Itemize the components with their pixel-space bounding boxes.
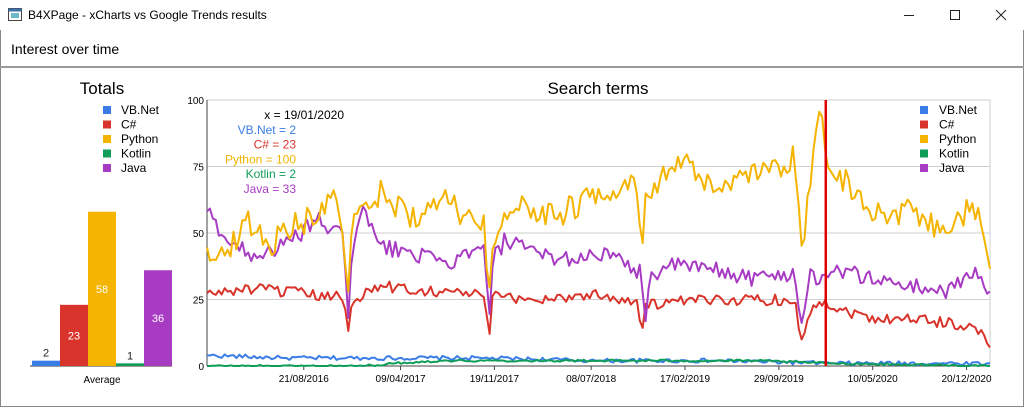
page-title: Interest over time bbox=[11, 41, 120, 57]
maximize-icon bbox=[950, 10, 960, 20]
totals-legend-swatch-vb-net bbox=[103, 106, 111, 114]
series-line-kotlin bbox=[207, 358, 991, 367]
trends-legend-swatch-vb-net bbox=[920, 106, 928, 114]
totals-bar-label-python: 58 bbox=[96, 284, 108, 296]
x-tick-4: 17/02/2019 bbox=[660, 374, 710, 385]
cursor-readout-csharp: C# = 23 bbox=[254, 138, 297, 152]
trends-legend-swatch-java bbox=[920, 164, 928, 172]
page-header: Interest over time bbox=[0, 30, 1024, 68]
totals-legend-swatch-python bbox=[103, 135, 111, 143]
maximize-button[interactable] bbox=[932, 0, 978, 30]
trends-legend-swatch-python bbox=[920, 135, 928, 143]
totals-legend-swatch-kotlin bbox=[103, 149, 111, 158]
close-icon bbox=[995, 9, 1007, 21]
trends-legend-swatch-kotlin bbox=[920, 149, 928, 158]
y-tick-0: 0 bbox=[198, 362, 204, 373]
search-terms-chart: Search terms 0 25 50 75 100 21/08/2016 09/04/20… bbox=[187, 79, 992, 385]
totals-legend-python: Python bbox=[121, 132, 158, 146]
totals-legend-swatch-java bbox=[103, 164, 111, 172]
totals-bar-csharp bbox=[60, 304, 88, 366]
series-line-python bbox=[206, 110, 991, 293]
series-line-java bbox=[206, 205, 991, 324]
minimize-icon bbox=[904, 15, 914, 16]
x-tick-5: 29/09/2019 bbox=[754, 374, 804, 385]
totals-bar-python bbox=[88, 211, 116, 366]
y-tick-100: 100 bbox=[187, 96, 204, 107]
totals-bar-kotlin bbox=[116, 363, 144, 366]
totals-title: Totals bbox=[80, 79, 124, 98]
totals-legend-swatch-csharp bbox=[103, 120, 111, 129]
totals-bar-label-vb-net: 2 bbox=[43, 348, 49, 360]
window-title: B4XPage - xCharts vs Google Trends resul… bbox=[28, 8, 267, 22]
trends-legend-python: Python bbox=[939, 132, 976, 146]
y-tick-50: 50 bbox=[193, 229, 205, 240]
close-button[interactable] bbox=[978, 0, 1024, 30]
trends-title: Search terms bbox=[547, 79, 648, 98]
trends-legend-java: Java bbox=[939, 161, 965, 175]
y-tick-25: 25 bbox=[193, 296, 205, 307]
totals-bar-label-kotlin: 1 bbox=[127, 350, 133, 362]
x-tick-3: 08/07/2018 bbox=[566, 374, 616, 385]
series-line-csharp bbox=[206, 280, 991, 348]
x-tick-1: 09/04/2017 bbox=[376, 374, 426, 385]
totals-bar-label-csharp: 23 bbox=[68, 330, 80, 342]
totals-x-tick: Average bbox=[83, 375, 121, 386]
trends-legend-swatch-csharp bbox=[920, 120, 928, 129]
x-tick-6: 10/05/2020 bbox=[848, 374, 898, 385]
title-bar[interactable]: B4XPage - xCharts vs Google Trends resul… bbox=[0, 0, 1024, 30]
cursor-readout-kotlin: Kotlin = 2 bbox=[246, 167, 297, 181]
totals-legend-java: Java bbox=[121, 161, 147, 175]
cursor-x-readout: x = 19/01/2020 bbox=[264, 108, 344, 122]
cursor-readout-vb-net: VB.Net = 2 bbox=[238, 123, 297, 137]
totals-bar-java bbox=[144, 270, 172, 366]
totals-bar-vb-net bbox=[32, 360, 60, 366]
totals-legend-csharp: C# bbox=[121, 118, 137, 132]
totals-bar-label-java: 36 bbox=[152, 313, 164, 325]
app-icon bbox=[8, 8, 22, 21]
x-tick-0: 21/08/2016 bbox=[279, 374, 329, 385]
totals-legend-vb-net: VB.Net bbox=[121, 103, 160, 117]
cursor-readout-python: Python = 100 bbox=[225, 152, 296, 166]
x-tick-2: 19/11/2017 bbox=[470, 374, 520, 385]
x-tick-7: 20/12/2020 bbox=[942, 374, 992, 385]
minimize-button[interactable] bbox=[886, 0, 932, 30]
trends-legend-csharp: C# bbox=[939, 118, 955, 132]
y-tick-75: 75 bbox=[193, 163, 205, 174]
cursor-readout-java: Java = 33 bbox=[244, 182, 297, 196]
trends-legend-vb-net: VB.Net bbox=[939, 103, 978, 117]
trends-legend-kotlin: Kotlin bbox=[939, 147, 969, 161]
totals-legend-kotlin: Kotlin bbox=[121, 147, 151, 161]
